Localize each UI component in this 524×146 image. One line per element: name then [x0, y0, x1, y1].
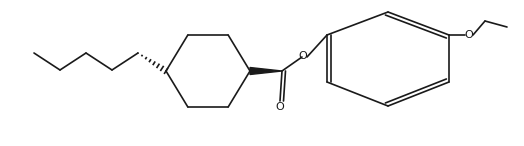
Text: O: O — [276, 102, 285, 112]
Text: O: O — [299, 51, 308, 61]
Polygon shape — [250, 67, 282, 74]
Text: O: O — [465, 30, 473, 40]
